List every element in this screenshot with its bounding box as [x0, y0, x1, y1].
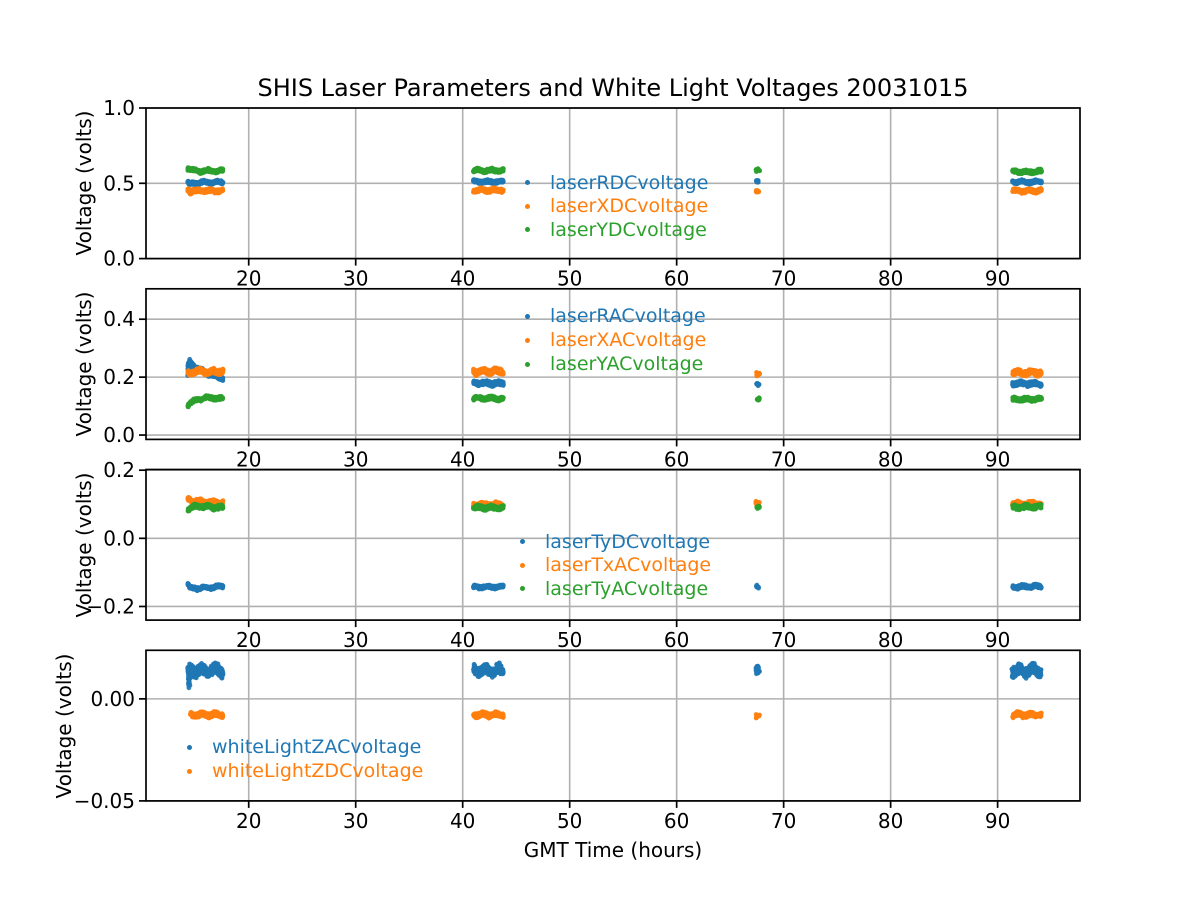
svg-text:1.0: 1.0 — [103, 96, 135, 120]
scatter-marker-icon — [520, 562, 525, 568]
legend-item: laserTyDCvoltage — [511, 530, 711, 554]
legend-label: laserXDCvoltage — [550, 195, 709, 218]
legend-item: laserRDCvoltage — [516, 171, 708, 195]
svg-text:0.0: 0.0 — [103, 247, 135, 271]
legend-label: laserTyDCvoltage — [545, 530, 711, 553]
scatter-marker-icon — [525, 361, 530, 367]
svg-text:80: 80 — [878, 267, 903, 291]
legend-subplot-4: whiteLightZACvoltage whiteLightZDCvoltag… — [178, 735, 423, 783]
scatter-marker-icon — [525, 313, 530, 319]
svg-text:60: 60 — [664, 267, 689, 291]
chart-title: SHIS Laser Parameters and White Light Vo… — [257, 74, 969, 102]
legend-item: laserYACvoltage — [516, 352, 706, 376]
legend-label: laserYACvoltage — [550, 353, 704, 375]
legend-subplot-2: laserRACvoltage laserXACvoltage laserYAC… — [516, 304, 706, 376]
svg-text:20: 20 — [236, 267, 261, 291]
legend-item: whiteLightZDCvoltage — [178, 759, 423, 783]
x-axis-label: GMT Time (hours) — [523, 838, 703, 862]
scatter-marker-icon — [187, 744, 192, 750]
scatter-marker-icon — [525, 180, 530, 186]
y-axis-label-subplot-4: Voltage (volts) — [52, 653, 76, 799]
legend-item: laserYDCvoltage — [516, 218, 708, 242]
legend-subplot-1: laserRDCvoltage laserXDCvoltage laserYDC… — [516, 171, 708, 242]
legend-label: laserRACvoltage — [550, 305, 706, 327]
scatter-marker-icon — [525, 337, 530, 343]
scatter-marker-icon — [520, 539, 525, 545]
scatter-marker-icon — [187, 768, 192, 774]
legend-item: laserRACvoltage — [516, 304, 706, 328]
scatter-marker-icon — [520, 586, 525, 592]
svg-text:40: 40 — [450, 267, 475, 291]
legend-label: laserXACvoltage — [550, 329, 707, 351]
legend-label: laserYDCvoltage — [550, 218, 707, 241]
scatter-marker-icon — [525, 227, 530, 233]
svg-text:90: 90 — [985, 267, 1010, 291]
legend-item: laserTxACvoltage — [511, 554, 711, 578]
legend-item: laserTyACvoltage — [511, 577, 711, 601]
svg-text:70: 70 — [771, 267, 796, 291]
legend-item: whiteLightZACvoltage — [178, 735, 423, 759]
svg-text:0.5: 0.5 — [103, 171, 135, 195]
legend-subplot-3: laserTyDCvoltage laserTxACvoltage laserT… — [511, 530, 711, 601]
svg-text:30: 30 — [343, 267, 368, 291]
legend-item: laserXACvoltage — [516, 328, 706, 352]
legend-label: whiteLightZACvoltage — [212, 736, 422, 758]
legend-label: laserRDCvoltage — [550, 171, 709, 194]
legend-item: laserXDCvoltage — [516, 195, 708, 219]
svg-text:50: 50 — [557, 267, 582, 291]
legend-label: laserTyACvoltage — [545, 577, 709, 600]
scatter-marker-icon — [525, 203, 530, 209]
legend-label: laserTxACvoltage — [545, 554, 712, 577]
legend-label: whiteLightZDCvoltage — [212, 760, 424, 782]
